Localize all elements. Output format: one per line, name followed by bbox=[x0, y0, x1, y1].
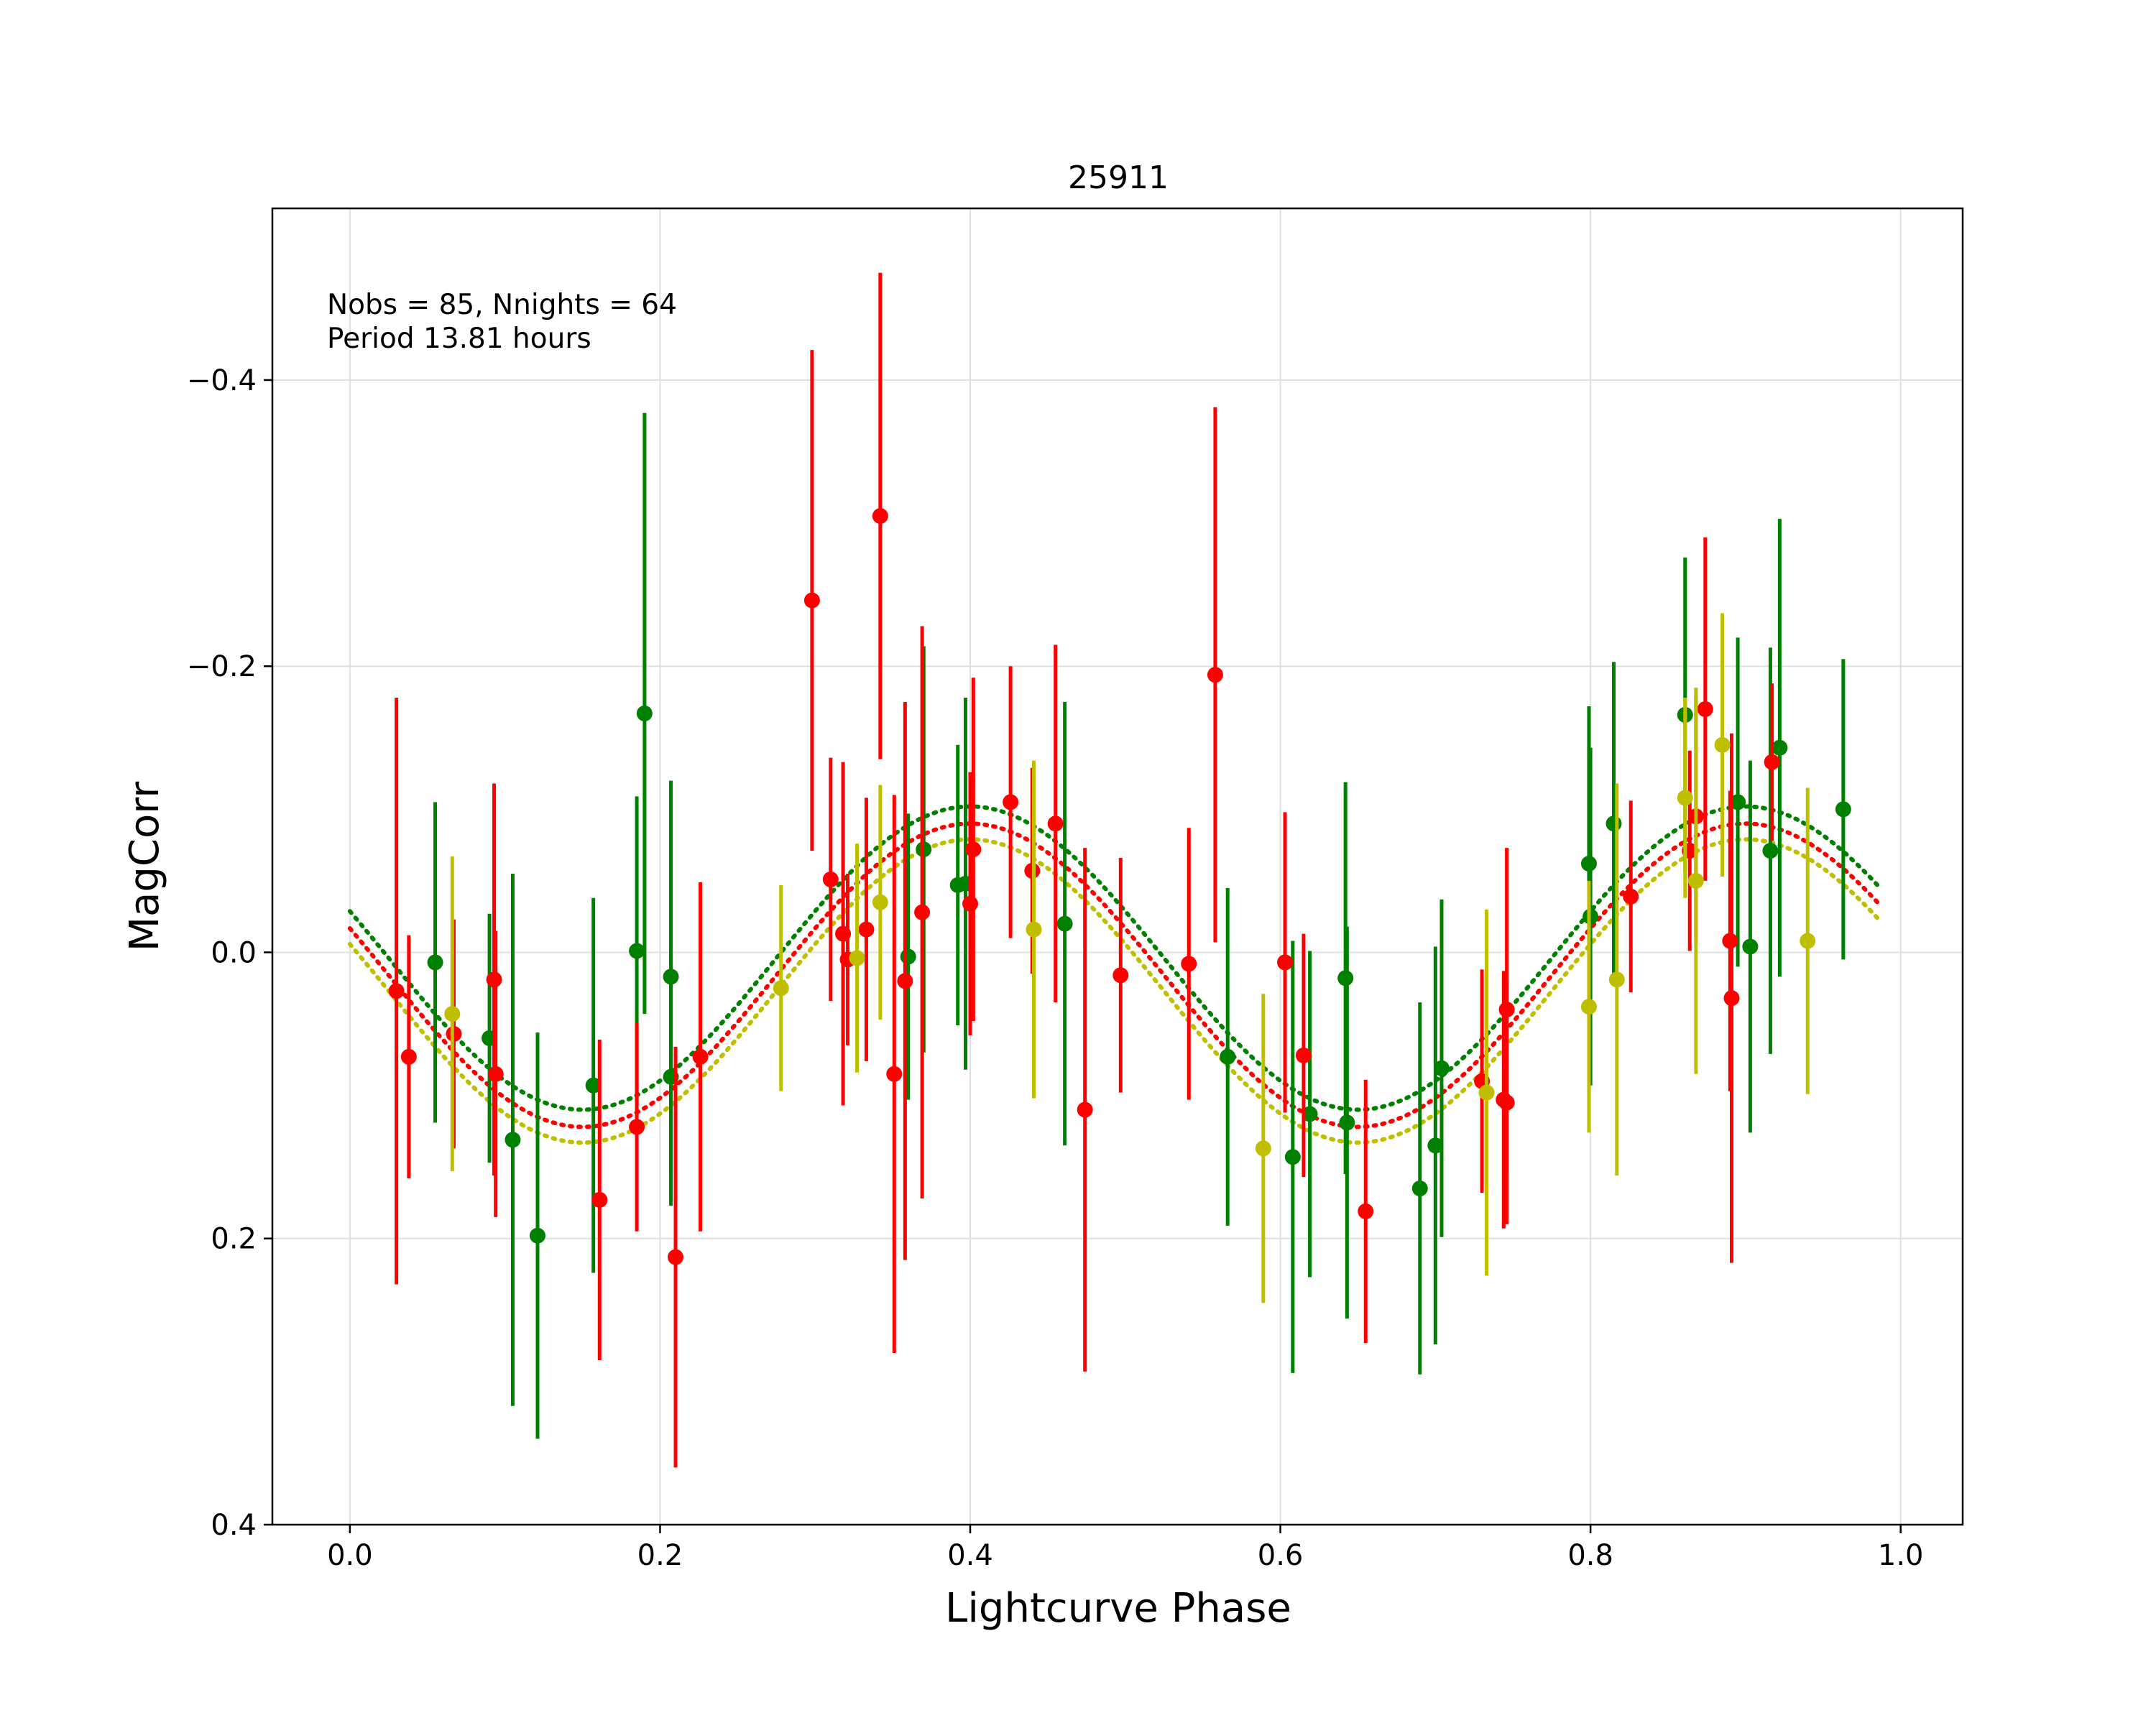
data-point bbox=[858, 921, 875, 938]
data-point bbox=[1302, 1106, 1318, 1122]
data-point bbox=[1047, 816, 1064, 832]
y-tick-label: 0.2 bbox=[211, 1223, 257, 1256]
data-point bbox=[1730, 794, 1746, 810]
data-point bbox=[773, 980, 789, 997]
data-point bbox=[1003, 794, 1019, 810]
data-point bbox=[1606, 816, 1622, 832]
data-point bbox=[1580, 999, 1597, 1015]
data-point bbox=[1358, 1203, 1374, 1219]
data-point bbox=[1608, 971, 1625, 988]
data-point bbox=[1220, 1048, 1236, 1065]
data-point bbox=[1697, 701, 1713, 717]
x-tick-label: 0.8 bbox=[1567, 1539, 1613, 1572]
data-point bbox=[487, 1066, 504, 1082]
fit-curve-green bbox=[347, 804, 1880, 1112]
data-point bbox=[692, 1048, 709, 1065]
data-point bbox=[505, 1132, 521, 1148]
data-point bbox=[900, 948, 916, 965]
data-point bbox=[1433, 1060, 1450, 1076]
x-tick-label: 0.4 bbox=[947, 1539, 993, 1572]
y-axis-label: MagCorr bbox=[121, 781, 168, 952]
series-yellow bbox=[444, 613, 1816, 1303]
data-point bbox=[1478, 1084, 1495, 1101]
data-point bbox=[1077, 1101, 1093, 1118]
data-point bbox=[1800, 933, 1816, 949]
data-point bbox=[585, 1077, 602, 1094]
axis-ticks: 0.0 0.2 0.4 0.6 0.8 1.0 0.4 0.2 0.0 −0.2 −0.4 bbox=[187, 364, 1924, 1572]
data-point bbox=[1498, 1094, 1515, 1111]
data-point bbox=[388, 983, 405, 999]
data-point bbox=[1764, 754, 1780, 770]
data-point bbox=[965, 841, 982, 858]
y-tick-label: −0.2 bbox=[187, 650, 257, 683]
data-points bbox=[388, 272, 1851, 1468]
data-point bbox=[1835, 801, 1851, 818]
fit-curves bbox=[347, 804, 1880, 1145]
data-point bbox=[1427, 1137, 1444, 1154]
data-point bbox=[1742, 938, 1759, 955]
data-point bbox=[1677, 790, 1693, 806]
data-point bbox=[822, 871, 839, 887]
data-point bbox=[1772, 739, 1788, 756]
y-tick-label: 0.4 bbox=[211, 1509, 257, 1542]
data-point bbox=[629, 1119, 645, 1135]
annotation-period: Period 13.81 hours bbox=[327, 323, 591, 355]
y-tick-label: −0.4 bbox=[187, 364, 257, 397]
data-point bbox=[886, 1066, 903, 1082]
data-point bbox=[1762, 843, 1779, 859]
series-red bbox=[388, 272, 1780, 1468]
x-tick-label: 0.2 bbox=[637, 1539, 683, 1572]
data-point bbox=[872, 508, 888, 525]
x-tick-label: 1.0 bbox=[1878, 1539, 1924, 1572]
data-point bbox=[897, 973, 913, 989]
data-point bbox=[1026, 921, 1042, 938]
data-point bbox=[872, 894, 888, 910]
fit-curve-yellow bbox=[347, 837, 1880, 1145]
chart-title: 25911 bbox=[1068, 160, 1169, 196]
data-point bbox=[1284, 1149, 1301, 1165]
data-point bbox=[962, 895, 979, 912]
data-point bbox=[1411, 1181, 1428, 1197]
x-axis-label: Lightcurve Phase bbox=[945, 1585, 1291, 1632]
x-tick-label: 0.0 bbox=[327, 1539, 373, 1572]
data-point bbox=[1181, 956, 1197, 972]
data-point bbox=[1255, 1140, 1271, 1157]
annotation-nobs: Nobs = 85, Nnights = 64 bbox=[327, 289, 677, 321]
data-point bbox=[1714, 736, 1731, 753]
data-point bbox=[629, 943, 645, 959]
data-point bbox=[1723, 990, 1740, 1007]
data-point bbox=[803, 592, 820, 609]
data-point bbox=[591, 1191, 608, 1208]
y-tick-label: 0.0 bbox=[211, 936, 257, 969]
data-point bbox=[1687, 872, 1704, 889]
data-point bbox=[914, 904, 931, 920]
data-point bbox=[668, 1249, 684, 1265]
data-point bbox=[427, 954, 443, 971]
x-tick-label: 0.6 bbox=[1258, 1539, 1304, 1572]
plot-area-frame bbox=[271, 207, 1964, 1526]
data-point bbox=[1623, 888, 1639, 905]
data-point bbox=[1295, 1047, 1312, 1063]
data-point bbox=[400, 1048, 417, 1065]
data-point bbox=[444, 1006, 461, 1022]
data-point bbox=[1056, 915, 1073, 932]
fit-curve-red bbox=[347, 821, 1880, 1129]
data-point bbox=[1112, 967, 1129, 984]
data-point bbox=[849, 950, 865, 966]
data-point bbox=[529, 1227, 545, 1244]
data-point bbox=[1339, 1114, 1355, 1131]
data-point bbox=[1277, 954, 1294, 971]
data-point bbox=[636, 705, 653, 721]
data-point bbox=[1207, 667, 1223, 683]
